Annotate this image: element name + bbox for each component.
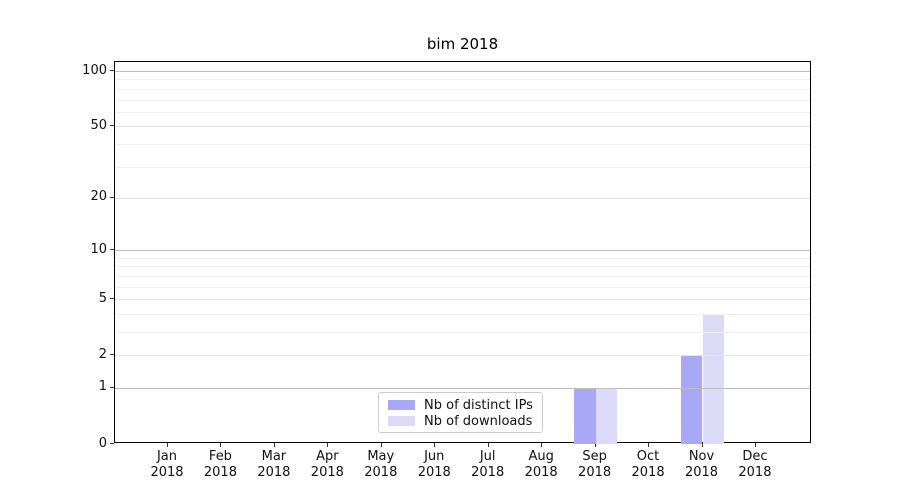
y-tick-label-10: 10 (90, 241, 107, 257)
y-tick-mark-20 (110, 196, 114, 198)
x-tick-label-apr-2018: Apr 2018 (310, 449, 344, 480)
x-tick-mark-nov (701, 443, 703, 447)
x-tick-mark-dec (754, 443, 756, 447)
y-tick-label-1: 1 (98, 379, 107, 395)
gridline-minor-90 (115, 79, 810, 81)
bar-downloads-nov (702, 313, 724, 444)
y-tick-mark-5 (110, 298, 114, 300)
x-tick-mark-may (380, 443, 382, 447)
chart-title: bim 2018 (426, 35, 499, 53)
y-tick-mark-100 (110, 70, 114, 72)
gridline-minor-80 (115, 88, 810, 90)
y-tick-label-5: 5 (98, 290, 107, 306)
x-tick-mark-oct (648, 443, 650, 447)
legend-swatch-distinct-ips (388, 400, 415, 410)
gridline-minor-6 (115, 286, 810, 288)
bar-downloads-sep (595, 387, 617, 444)
x-tick-mark-sep (594, 443, 596, 447)
gridline-minor-40 (115, 143, 810, 145)
bar-distinct-ips-nov (681, 355, 703, 444)
x-tick-label-feb-2018: Feb 2018 (203, 449, 237, 480)
y-tick-label-0: 0 (98, 435, 107, 451)
y-tick-label-20: 20 (90, 189, 107, 205)
y-tick-label-50: 50 (90, 117, 107, 133)
gridline-minor-60 (115, 111, 810, 113)
x-tick-mark-jan (167, 443, 168, 447)
x-tick-label-jun-2018: Jun 2018 (417, 449, 451, 480)
x-tick-mark-jun (434, 443, 436, 447)
gridline-major-1 (115, 387, 810, 389)
x-tick-mark-jul (487, 443, 489, 447)
x-tick-mark-aug (541, 443, 543, 447)
legend-item-distinct-ips: Nb of distinct IPs (388, 397, 542, 413)
y-tick-mark-50 (110, 125, 114, 127)
y-tick-mark-1 (110, 386, 114, 388)
x-tick-label-sep-2018: Sep 2018 (578, 449, 612, 480)
gridline-minor-5 (115, 299, 810, 301)
gridline-minor-30 (115, 166, 810, 168)
x-tick-label-oct-2018: Oct 2018 (631, 449, 665, 480)
x-tick-mark-apr (327, 443, 329, 447)
gridline-minor-20 (115, 197, 810, 199)
x-tick-label-dec-2018: Dec 2018 (738, 449, 772, 480)
x-tick-label-aug-2018: Aug 2018 (524, 449, 558, 480)
x-tick-label-nov-2018: Nov 2018 (684, 449, 719, 480)
y-tick-label-100: 100 (82, 62, 107, 78)
legend-swatch-downloads (388, 416, 415, 426)
y-tick-mark-10 (110, 249, 114, 251)
gridline-major-100 (115, 71, 810, 73)
y-tick-mark-2 (110, 354, 114, 356)
gridline-minor-70 (115, 99, 810, 101)
gridline-minor-8 (115, 266, 810, 268)
legend-label-downloads: Nb of downloads (424, 413, 533, 429)
legend-label-distinct-ips: Nb of distinct IPs (424, 397, 533, 413)
y-tick-mark-0 (110, 443, 114, 444)
x-tick-label-may-2018: May 2018 (364, 449, 398, 480)
gridline-minor-2 (115, 355, 810, 357)
legend: Nb of distinct IPs Nb of downloads (378, 392, 543, 433)
plot-area (114, 61, 811, 444)
bar-distinct-ips-sep (574, 387, 596, 444)
x-tick-label-mar-2018: Mar 2018 (257, 449, 291, 480)
gridline-minor-50 (115, 126, 810, 128)
gridline-minor-3 (115, 331, 810, 333)
x-tick-label-jul-2018: Jul 2018 (471, 449, 505, 480)
gridline-major-10 (115, 250, 810, 252)
x-tick-mark-mar (273, 443, 275, 447)
y-tick-label-2: 2 (98, 346, 107, 362)
gridline-minor-9 (115, 257, 810, 259)
x-tick-label-jan-2018: Jan 2018 (150, 449, 184, 480)
legend-item-downloads: Nb of downloads (388, 413, 542, 429)
gridline-minor-7 (115, 275, 810, 277)
x-tick-mark-feb (220, 443, 222, 447)
gridline-minor-4 (115, 313, 810, 315)
